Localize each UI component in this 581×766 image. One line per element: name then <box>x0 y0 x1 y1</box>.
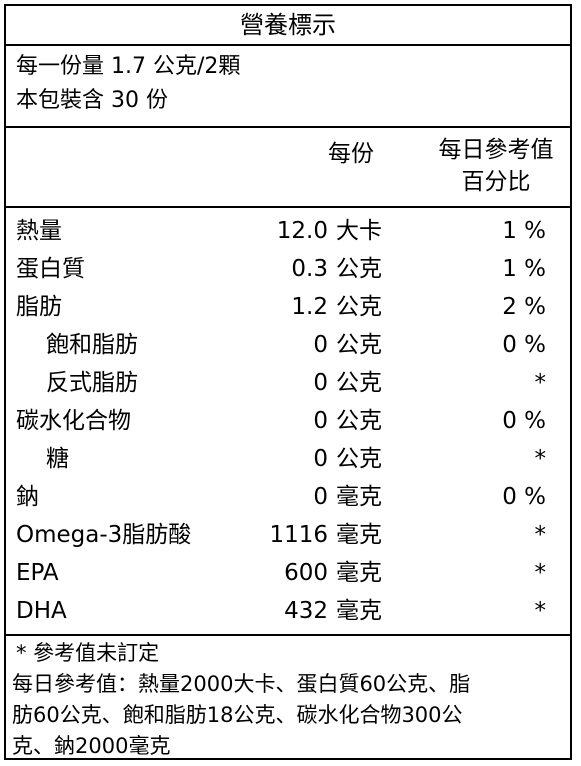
nutrient-row: 飽和脂肪 0 公克 0 % <box>6 326 570 364</box>
nutrient-name: 反式脂肪 <box>46 370 138 396</box>
nutrient-row: 碳水化合物 0 公克 0 % <box>6 402 570 440</box>
nutrient-percent: * <box>534 598 547 624</box>
nutrient-unit: 毫克 <box>336 522 382 548</box>
nutrient-amount: 0 <box>313 408 328 434</box>
nutrient-name: 熱量 <box>16 218 62 244</box>
nutrient-percent: * <box>534 560 547 586</box>
nutrient-unit: 大卡 <box>336 218 382 244</box>
nutrient-amount: 12.0 <box>276 218 328 244</box>
daily-reference-line3: 克、鈉2000毫克 <box>12 734 171 758</box>
nutrient-row: 反式脂肪 0 公克 * <box>6 364 570 402</box>
nutrient-unit: 公克 <box>336 446 382 472</box>
nutrient-name: Omega-3脂肪酸 <box>16 522 192 548</box>
nutrient-amount: 0 <box>313 484 328 510</box>
nutrient-percent: 0 % <box>502 332 546 358</box>
footnote-undefined: * 參考值未訂定 <box>16 641 160 665</box>
nutrient-name: 糖 <box>46 446 69 472</box>
servings-per-package: 本包裝含 30 份 <box>16 88 168 113</box>
nutrient-amount: 0 <box>313 446 328 472</box>
nutrient-name: 脂肪 <box>16 294 62 320</box>
nutrient-name: 飽和脂肪 <box>46 332 138 358</box>
nutrient-unit: 公克 <box>336 408 382 434</box>
nutrient-row: 熱量 12.0 大卡 1 % <box>6 212 570 250</box>
nutrient-row: 蛋白質 0.3 公克 1 % <box>6 250 570 288</box>
label-title: 營養標示 <box>6 6 570 46</box>
nutrient-row: EPA 600 毫克 * <box>6 554 570 592</box>
nutrient-unit: 毫克 <box>336 560 382 586</box>
daily-reference-line2: 肪60公克、飽和脂肪18公克、碳水化合物300公 <box>12 703 463 727</box>
serving-info: 每一份量 1.7 公克/2顆 本包裝含 30 份 <box>6 50 570 128</box>
daily-value-header: 每日參考值 百分比 <box>426 134 566 198</box>
nutrient-row: 脂肪 1.2 公克 2 % <box>6 288 570 326</box>
nutrient-percent: * <box>534 446 547 472</box>
nutrient-percent: 2 % <box>502 294 546 320</box>
nutrient-percent: 0 % <box>502 408 546 434</box>
footer-notes: * 參考值未訂定 每日參考值：熱量2000大卡、蛋白質60公克、脂 肪60公克、… <box>6 638 570 762</box>
nutrient-percent: 1 % <box>502 256 546 282</box>
nutrient-amount: 600 <box>284 560 328 586</box>
nutrient-amount: 1.2 <box>291 294 328 320</box>
serving-size: 每一份量 1.7 公克/2顆 <box>16 54 241 79</box>
daily-value-header-line2: 百分比 <box>461 169 531 195</box>
nutrient-percent: * <box>534 522 547 548</box>
nutrient-amount: 0 <box>313 370 328 396</box>
nutrient-name: 碳水化合物 <box>16 408 131 434</box>
nutrient-unit: 公克 <box>336 332 382 358</box>
nutrient-name: 蛋白質 <box>16 256 85 282</box>
column-header: 每份 每日參考值 百分比 <box>6 128 570 208</box>
nutrient-name: 鈉 <box>16 484 39 510</box>
nutrient-name: EPA <box>16 560 59 586</box>
nutrient-name: DHA <box>16 598 67 624</box>
daily-reference-line1: 每日參考值：熱量2000大卡、蛋白質60公克、脂 <box>12 672 471 696</box>
nutrient-unit: 公克 <box>336 370 382 396</box>
nutrient-percent: 0 % <box>502 484 546 510</box>
nutrient-row: 糖 0 公克 * <box>6 440 570 478</box>
daily-value-header-line1: 每日參考值 <box>438 137 554 163</box>
nutrient-amount: 432 <box>284 598 328 624</box>
nutrient-table: 熱量 12.0 大卡 1 % 蛋白質 0.3 公克 1 % 脂肪 1.2 公克 … <box>6 208 570 636</box>
nutrient-percent: 1 % <box>502 218 546 244</box>
nutrient-unit: 毫克 <box>336 598 382 624</box>
nutrient-percent: * <box>534 370 547 396</box>
nutrient-amount: 0 <box>313 332 328 358</box>
nutrient-row: Omega-3脂肪酸 1116 毫克 * <box>6 516 570 554</box>
nutrient-row: DHA 432 毫克 * <box>6 592 570 630</box>
nutrient-unit: 公克 <box>336 256 382 282</box>
nutrient-amount: 1116 <box>269 522 328 548</box>
nutrient-unit: 毫克 <box>336 484 382 510</box>
nutrition-label: 營養標示 每一份量 1.7 公克/2顆 本包裝含 30 份 每份 每日參考值 百… <box>4 4 572 760</box>
nutrient-row: 鈉 0 毫克 0 % <box>6 478 570 516</box>
nutrient-unit: 公克 <box>336 294 382 320</box>
nutrient-amount: 0.3 <box>291 256 328 282</box>
per-serving-header: 每份 <box>328 141 374 167</box>
